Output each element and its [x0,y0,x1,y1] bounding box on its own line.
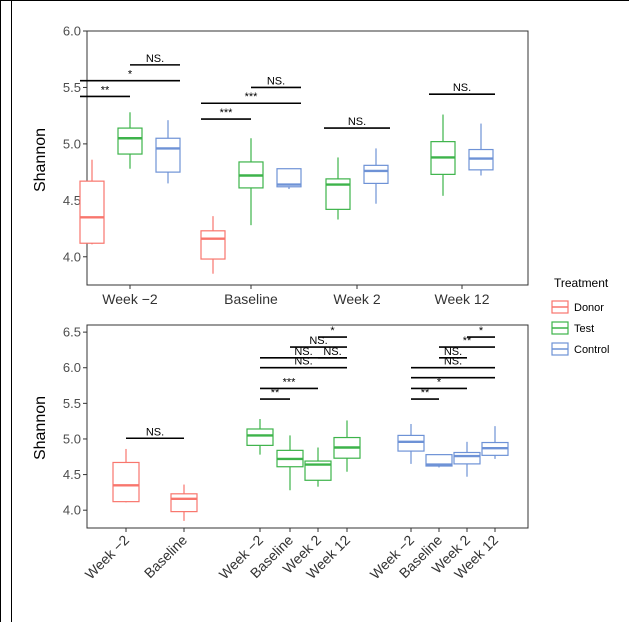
top-boxplot-panel: Shannon 4.0 4.5 5.0 5.5 6.0 Week −2 Baseline We… [32,24,529,307]
significance-label-bottom: ** [421,387,430,399]
significance-label-bottom: NS. [323,346,341,358]
significance-label-top: NS. [267,75,285,87]
significance-label-top: NS. [348,116,366,128]
box-bottom-test-body [304,460,332,481]
y-tick-label-bottom: 5.0 [63,431,81,446]
legend-item-donor: Donor [551,300,604,314]
y-tick-label-top: 6.0 [63,24,81,39]
significance-label-bottom: * [479,325,484,337]
significance-label-bottom: NS. [294,356,312,368]
significance-label-bottom: ** [463,335,472,347]
y-tick-label-top: 4.0 [63,249,81,264]
box-top-donor-body [79,180,105,244]
significance-label-bottom: NS. [444,346,462,358]
y-tick-label-bottom: 5.5 [63,396,81,411]
significance-label-top: * [128,69,133,81]
legend-label-control: Control [574,344,609,356]
x-tick-label-top: Week 12 [435,291,490,307]
significance-label-top: ** [101,84,110,96]
box-bottom-donor-body [112,461,140,503]
significance-label-bottom: NS. [309,335,327,347]
significance-label-bottom: ** [271,387,280,399]
x-tick-label-top: Baseline [224,291,278,307]
significance-label-top: *** [245,91,259,103]
y-tick-label-top: 5.5 [63,80,81,95]
box-top-control-body [363,164,389,185]
y-tick-label-bottom: 6.0 [63,360,81,375]
box-top-control-body [276,168,302,188]
legend-title: Treatment [554,276,609,290]
box-bottom-control-body [453,451,481,465]
significance-label-top: NS. [453,82,471,94]
significance-label-top: *** [220,107,234,119]
bottom-y-axis-label: Shannon [32,396,49,460]
box-bottom-control-body [397,434,425,452]
legend-label-donor: Donor [574,302,604,314]
y-tick-label-bottom: 6.5 [63,325,81,340]
x-tick-label-top: Week 2 [333,291,380,307]
significance-label-bottom: * [437,376,442,388]
box-top-control-body [155,137,181,173]
significance-label-bottom: * [330,325,335,337]
significance-label-bottom: NS. [146,426,164,438]
significance-label-bottom: *** [283,376,297,388]
plot-area-top [86,30,529,286]
significance-label-top: NS. [146,53,164,65]
y-tick-label-bottom: 4.0 [63,503,81,518]
y-tick-label-bottom: 4.5 [63,467,81,482]
box-top-donor-body [200,230,226,260]
box-top-test-body [117,127,143,155]
plot-area-bottom [86,324,529,529]
x-tick-label-top: Week −2 [102,291,158,307]
legend-label-test: Test [574,323,594,335]
box-bottom-test-body [246,428,274,446]
box-bottom-control-body [425,454,453,467]
significance-label-bottom: NS. [444,356,462,368]
y-tick-label-top: 5.0 [63,136,81,151]
treatment-legend: Treatment Donor Test Control [551,276,609,356]
top-y-axis-label: Shannon [32,128,49,192]
legend-item-control: Control [551,342,609,356]
significance-label-bottom: NS. [294,346,312,358]
box-bottom-donor-body [170,493,198,513]
y-tick-label-top: 4.5 [63,193,81,208]
legend-item-test: Test [551,321,594,335]
